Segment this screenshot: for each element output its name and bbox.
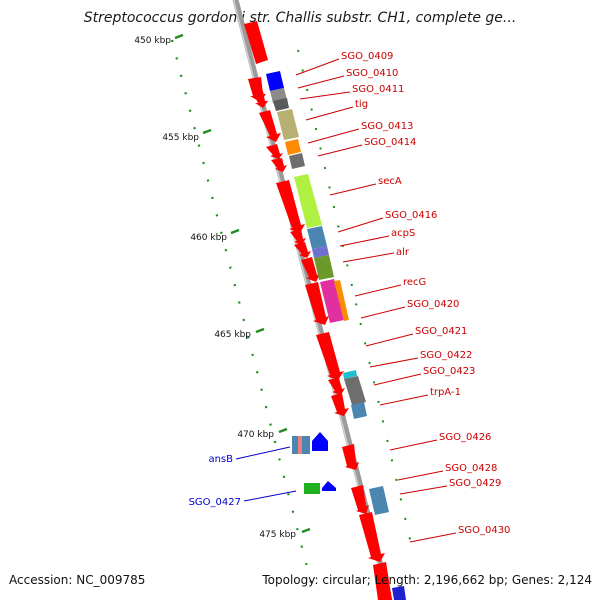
gene-label[interactable]: tig	[355, 99, 368, 110]
gene-box-SGO_0423[interactable]	[343, 370, 357, 379]
gene-label[interactable]: SGO_0426	[439, 432, 491, 443]
gene-box-end[interactable]	[392, 586, 406, 600]
gene-label[interactable]: SGO_0411	[352, 84, 404, 95]
ruler-label: 475 kbp	[259, 530, 296, 540]
gene-label[interactable]: SGO_0410	[346, 68, 398, 79]
gene-box-acpS[interactable]	[312, 246, 329, 258]
gene-box-recG[interactable]	[320, 279, 344, 323]
ruler-tick: 455 kbp	[162, 128, 212, 143]
orf-arrow[interactable]	[290, 229, 306, 245]
orf-arrow[interactable]	[271, 158, 287, 172]
gene-label[interactable]: SGO_0423	[423, 366, 475, 377]
ruler-label: 455 kbp	[162, 133, 199, 143]
orf-arrow-reverse[interactable]	[312, 432, 328, 451]
ruler-tick: 475 kbp	[259, 527, 311, 540]
gene-label[interactable]: SGO_0416	[385, 210, 437, 221]
orf-arrow[interactable]	[266, 144, 283, 159]
gene-label[interactable]: SGO_0413	[361, 121, 413, 132]
orf-arrow[interactable]	[316, 332, 344, 380]
gene-label[interactable]: SGO_0422	[420, 350, 472, 361]
ruler-label: 450 kbp	[134, 36, 171, 46]
genome-stats-text: Topology: circular; Length: 2,196,662 bp…	[262, 573, 592, 587]
gene-label[interactable]: SGO_0421	[415, 326, 467, 337]
gene-box-SGO_0409[interactable]	[266, 71, 284, 91]
forward-gene-labels: SGO_0409 SGO_0410 SGO_0411 tig SGO_0413 …	[341, 51, 510, 536]
gene-label[interactable]: trpA-1	[430, 387, 461, 398]
ruler-tick: 460 kbp	[190, 228, 240, 243]
orf-track	[244, 21, 392, 600]
gene-label[interactable]: SGO_0428	[445, 463, 497, 474]
gene-label[interactable]: SGO_0420	[407, 299, 459, 310]
orf-arrow[interactable]	[253, 91, 268, 108]
gene-label[interactable]: SGO_0427	[189, 497, 241, 508]
ruler-label: 465 kbp	[214, 330, 251, 340]
orf-arrow[interactable]	[359, 512, 385, 562]
map-title: Streptococcus gordonii str. Challis subs…	[83, 10, 517, 26]
gene-box-alr[interactable]	[314, 255, 334, 280]
ruler-label: 460 kbp	[190, 233, 227, 243]
gene-label[interactable]: SGO_0430	[458, 525, 510, 536]
ruler-label: 470 kbp	[237, 430, 274, 440]
orf-arrow[interactable]	[328, 378, 345, 395]
orf-arrow[interactable]	[373, 562, 392, 600]
label-leaders-reverse	[235, 446, 297, 502]
reverse-features	[292, 432, 336, 494]
gene-box-trpA-1b[interactable]	[351, 402, 367, 419]
orf-arrow[interactable]	[301, 257, 320, 282]
gene-box-trpA-1[interactable]	[344, 376, 366, 405]
gene-label[interactable]: SGO_0429	[449, 478, 501, 489]
gene-box-SGO_0416[interactable]	[307, 226, 327, 249]
reverse-gene-labels: ansB SGO_0427	[189, 454, 241, 508]
gene-label[interactable]: recG	[403, 277, 426, 288]
orf-arrow[interactable]	[351, 485, 369, 514]
gene-box-SGO_0428[interactable]	[369, 486, 389, 515]
gene-label[interactable]: SGO_0409	[341, 51, 393, 62]
label-leaders	[295, 58, 457, 543]
gene-box-tig[interactable]	[277, 109, 299, 140]
gene-box-SGO_0413[interactable]	[285, 139, 301, 155]
gene-label[interactable]: alr	[396, 247, 410, 258]
orf-arrow[interactable]	[294, 242, 311, 258]
orf-arrow[interactable]	[259, 110, 281, 142]
gene-box-ansB-stripe	[298, 436, 302, 454]
ruler-tick: 450 kbp	[134, 33, 184, 46]
gene-label[interactable]: acpS	[391, 228, 415, 239]
orf-arrow-reverse[interactable]	[322, 481, 336, 491]
gene-boxes	[266, 71, 406, 600]
ruler-tick: 465 kbp	[214, 327, 265, 340]
ruler-tick: 470 kbp	[237, 427, 288, 440]
gene-box-SGO_0414[interactable]	[289, 153, 305, 169]
orf-arrow[interactable]	[276, 180, 305, 233]
orf-arrow[interactable]	[244, 21, 268, 64]
accession-text: Accession: NC_009785	[9, 573, 146, 587]
gene-box-SGO_0427[interactable]	[304, 483, 320, 494]
orf-arrow[interactable]	[331, 393, 349, 416]
gene-box-SGO_0420[interactable]	[334, 280, 349, 321]
gene-box-SGO_0411[interactable]	[273, 98, 289, 111]
ruler-dotted-line	[170, 39, 317, 599]
orf-arrow[interactable]	[342, 444, 359, 470]
gene-label[interactable]: SGO_0414	[364, 137, 416, 148]
orf-arrow[interactable]	[305, 282, 329, 325]
gene-label[interactable]: secA	[378, 176, 402, 187]
gene-label[interactable]: ansB	[208, 454, 233, 465]
gene-box-secA[interactable]	[294, 174, 322, 228]
